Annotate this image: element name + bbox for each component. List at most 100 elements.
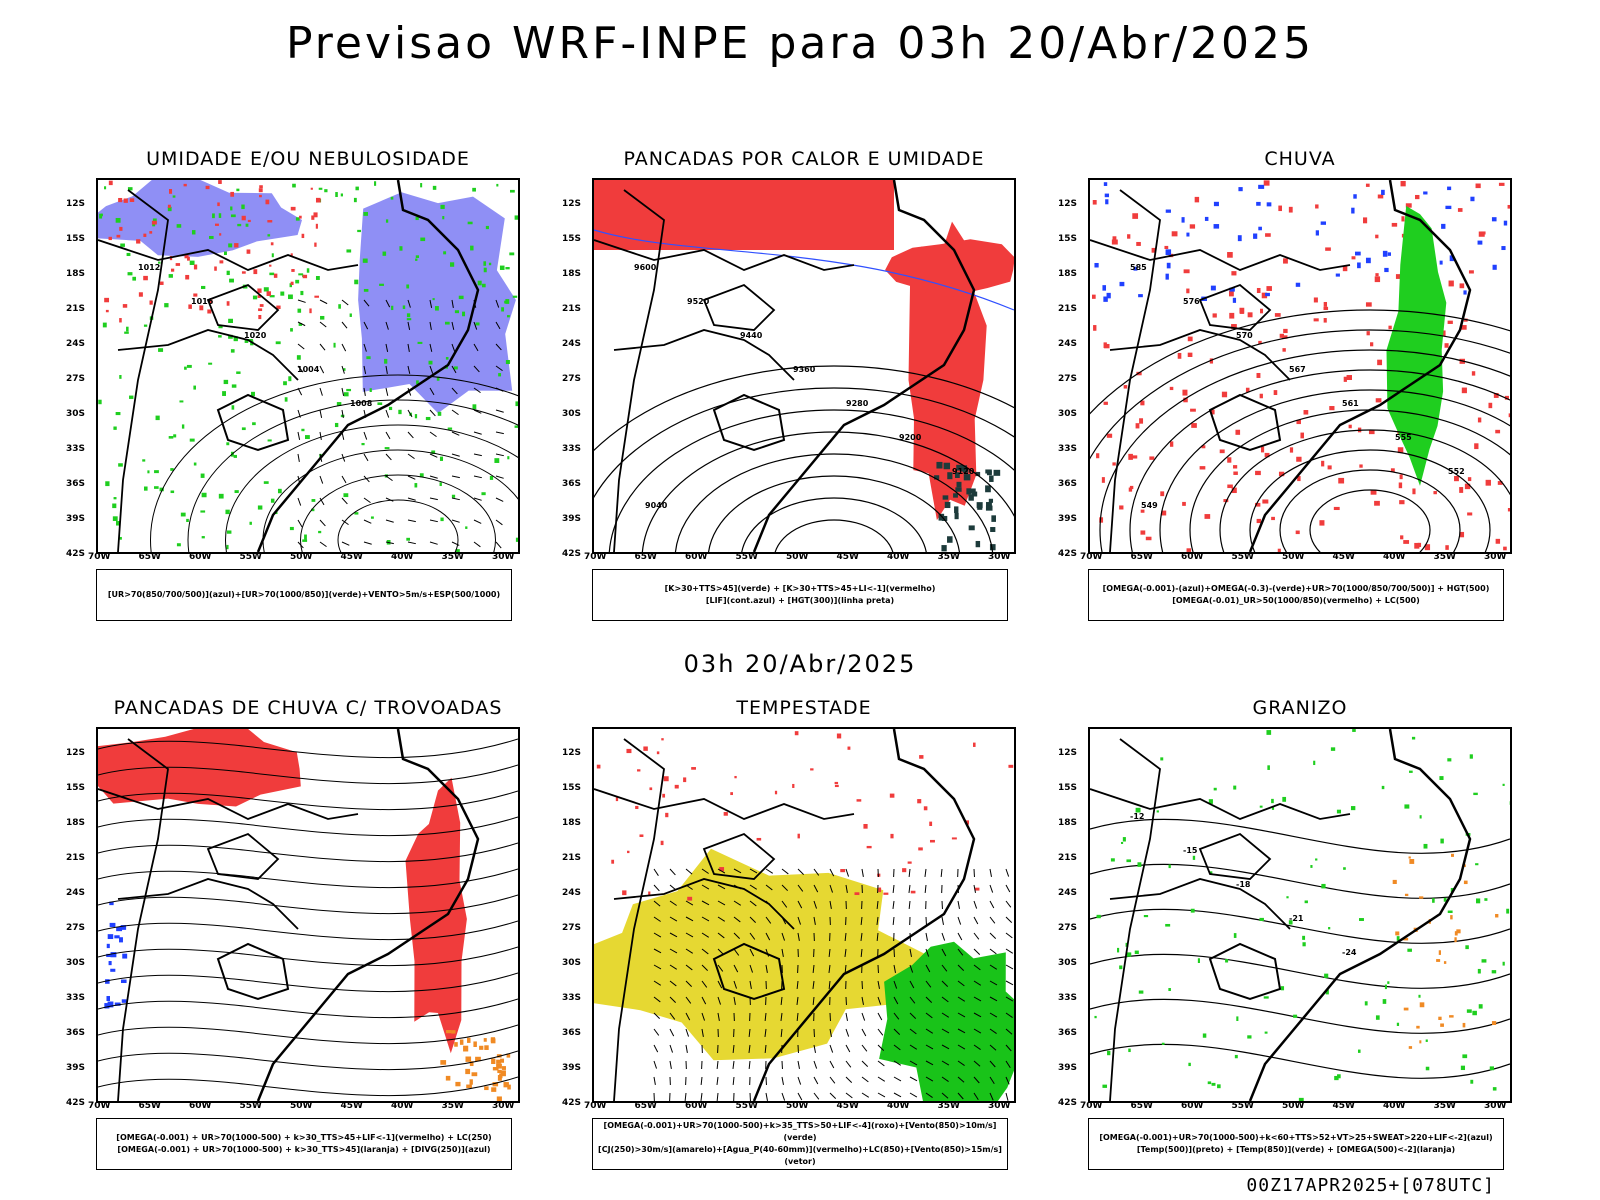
lat-tick-label: 24S [1058,888,1078,898]
shaded-cell [114,935,120,939]
isoline [608,409,1014,552]
shaded-area [879,941,1014,1101]
wind-vector [341,343,347,352]
shaded-cell [343,368,346,371]
shaded-cell [674,784,679,789]
streamline [98,816,518,837]
shaded-cell [155,415,160,421]
shaded-cell [447,427,453,430]
shaded-cell [271,253,274,258]
wind-vector [653,868,659,876]
wind-vector [319,409,323,418]
shaded-cell [1417,542,1422,548]
shaded-cell [458,295,464,300]
isoline [1159,389,1510,552]
lon-tick-label: 45W [836,1101,859,1111]
shaded-cell [494,458,500,463]
shaded-cell [333,342,336,348]
panel-title: CHUVA [1264,148,1336,170]
lat-tick-label: 15S [66,234,86,244]
wind-vector [748,1044,751,1053]
shaded-cell [514,215,518,220]
shaded-cell [296,355,301,360]
wind-vector [780,1012,783,1021]
wind-vector [957,964,965,971]
shaded-cell [1407,948,1412,952]
wind-vector [429,541,438,545]
wind-vector [701,884,710,890]
shaded-cell [481,492,486,496]
shaded-cell [1256,287,1261,294]
shaded-cell [1123,385,1128,389]
shaded-cell [1259,805,1263,808]
shaded-cell [335,192,338,198]
wind-vector [941,1076,949,1082]
wind-vector [429,497,438,501]
shaded-cell [1475,183,1481,189]
wind-vector [940,868,943,878]
lat-tick-label: 24S [66,888,86,898]
shaded-cell [284,397,288,402]
shaded-cell [459,1039,464,1045]
shaded-cell [660,840,664,846]
wind-vector [877,1092,886,1098]
lon-tick-label: 35W [441,1101,464,1111]
lat-tick-label: 36S [562,1028,582,1038]
wind-vector [451,541,460,546]
wind-vector [957,1060,965,1066]
wind-vector [429,387,435,396]
shaded-cell [219,233,222,236]
shaded-cell [1470,196,1475,202]
wind-vector [407,431,414,439]
shaded-cell [1374,276,1381,283]
shaded-cell [847,746,851,750]
shaded-cell [1491,217,1497,222]
shaded-cell [1135,807,1141,813]
wind-vector [717,932,725,939]
wind-vector [908,868,911,878]
shaded-cell [1164,245,1169,250]
shaded-cell [774,790,778,795]
wind-vector [717,916,726,922]
shaded-cell [1112,462,1116,466]
shaded-cell [200,473,205,478]
shaded-cell [1419,815,1422,819]
shaded-cell [230,206,233,211]
shaded-cell [118,197,123,203]
shaded-cell [723,812,728,816]
lon-tick-label: 45W [1332,552,1355,562]
isoline [774,519,894,552]
shaded-cell [306,268,310,273]
shaded-cell [1310,865,1313,868]
wind-vector [701,1028,704,1037]
wind-vector [495,475,504,479]
isoline [1279,469,1461,552]
wind-vector [989,964,998,970]
shaded-cell [943,462,951,470]
shaded-cell [1207,1081,1212,1085]
shaded-cell [288,294,293,300]
shaded-cell [311,499,316,502]
shaded-cell [207,309,212,314]
shaded-area [885,239,1014,301]
wind-vector [893,1092,902,1098]
shaded-cell [1302,935,1306,940]
wind-vector [877,1028,884,1036]
shaded-cell [258,308,263,312]
shaded-cell [622,890,627,896]
shaded-cell [1280,986,1285,991]
shaded-cell [467,221,473,225]
wind-vector [781,1076,784,1085]
coastline [256,180,480,552]
wind-vector [701,868,709,874]
shaded-cell [164,303,169,308]
shaded-cell [1333,506,1340,511]
shaded-cell [1233,471,1238,475]
shaded-cell [483,267,487,273]
shaded-cell [257,295,261,298]
shaded-cell [1296,419,1301,425]
shaded-cell [277,488,282,494]
shaded-cell [228,243,233,248]
wind-vector [893,1012,900,1020]
shaded-cell [1438,950,1441,955]
